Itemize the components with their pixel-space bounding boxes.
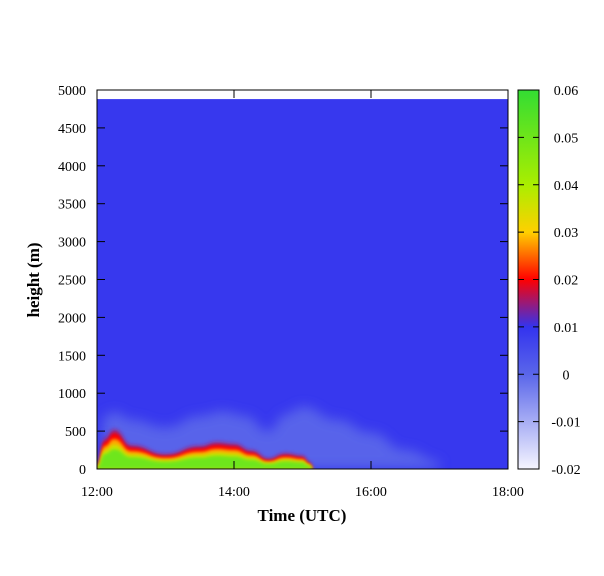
y-tick-label: 4500 [58,122,86,137]
y-tick-label: 4000 [58,160,86,175]
colorbar-tick-label: 0.01 [554,321,579,336]
y-tick-label: 500 [65,425,86,440]
y-tick-label: 2500 [58,274,86,289]
x-axis-title: Time (UTC) [258,506,347,525]
x-tick-label: 14:00 [218,485,250,500]
y-tick-label: 5000 [58,84,86,99]
y-tick-label: 2000 [58,311,86,326]
colorbar-tick-label: 0 [563,368,570,383]
colorbar-tick-label: 0.03 [554,226,579,241]
feature-lower-core [97,449,314,469]
heatmap-field [97,99,508,469]
colorbar-tick-label: 0.02 [554,274,579,289]
x-tick-label: 18:00 [492,485,524,500]
y-tick-label: 1500 [58,349,86,364]
y-tick-label: 3500 [58,198,86,213]
y-tick-label: 3000 [58,236,86,251]
x-tick-label: 12:00 [81,485,113,500]
colorbar-tick-label: -0.01 [551,416,580,431]
colorbar-tick-label: 0.06 [554,84,579,99]
colorbar: 0.06 0.05 0.04 0.03 0.02 0.01 0 -0.01 -0.02 [517,84,581,478]
colorbar-ticks: 0.06 0.05 0.04 0.03 0.02 0.01 0 -0.01 -0.02 [518,84,581,478]
colorbar-tick-label: -0.02 [551,463,580,478]
y-tick-label: 1000 [58,387,86,402]
y-axis: 0 500 1000 1500 2000 2500 3000 3500 4000 4500 5000 [58,84,508,478]
colorbar-tick-label: 0.04 [554,179,579,194]
y-tick-label: 0 [79,463,86,478]
y-axis-title: height (m) [24,242,43,317]
x-tick-label: 16:00 [355,485,387,500]
plot-area [96,89,509,470]
colorbar-tick-label: 0.05 [554,131,579,146]
x-axis: 12:00 14:00 16:00 18:00 [81,90,524,500]
